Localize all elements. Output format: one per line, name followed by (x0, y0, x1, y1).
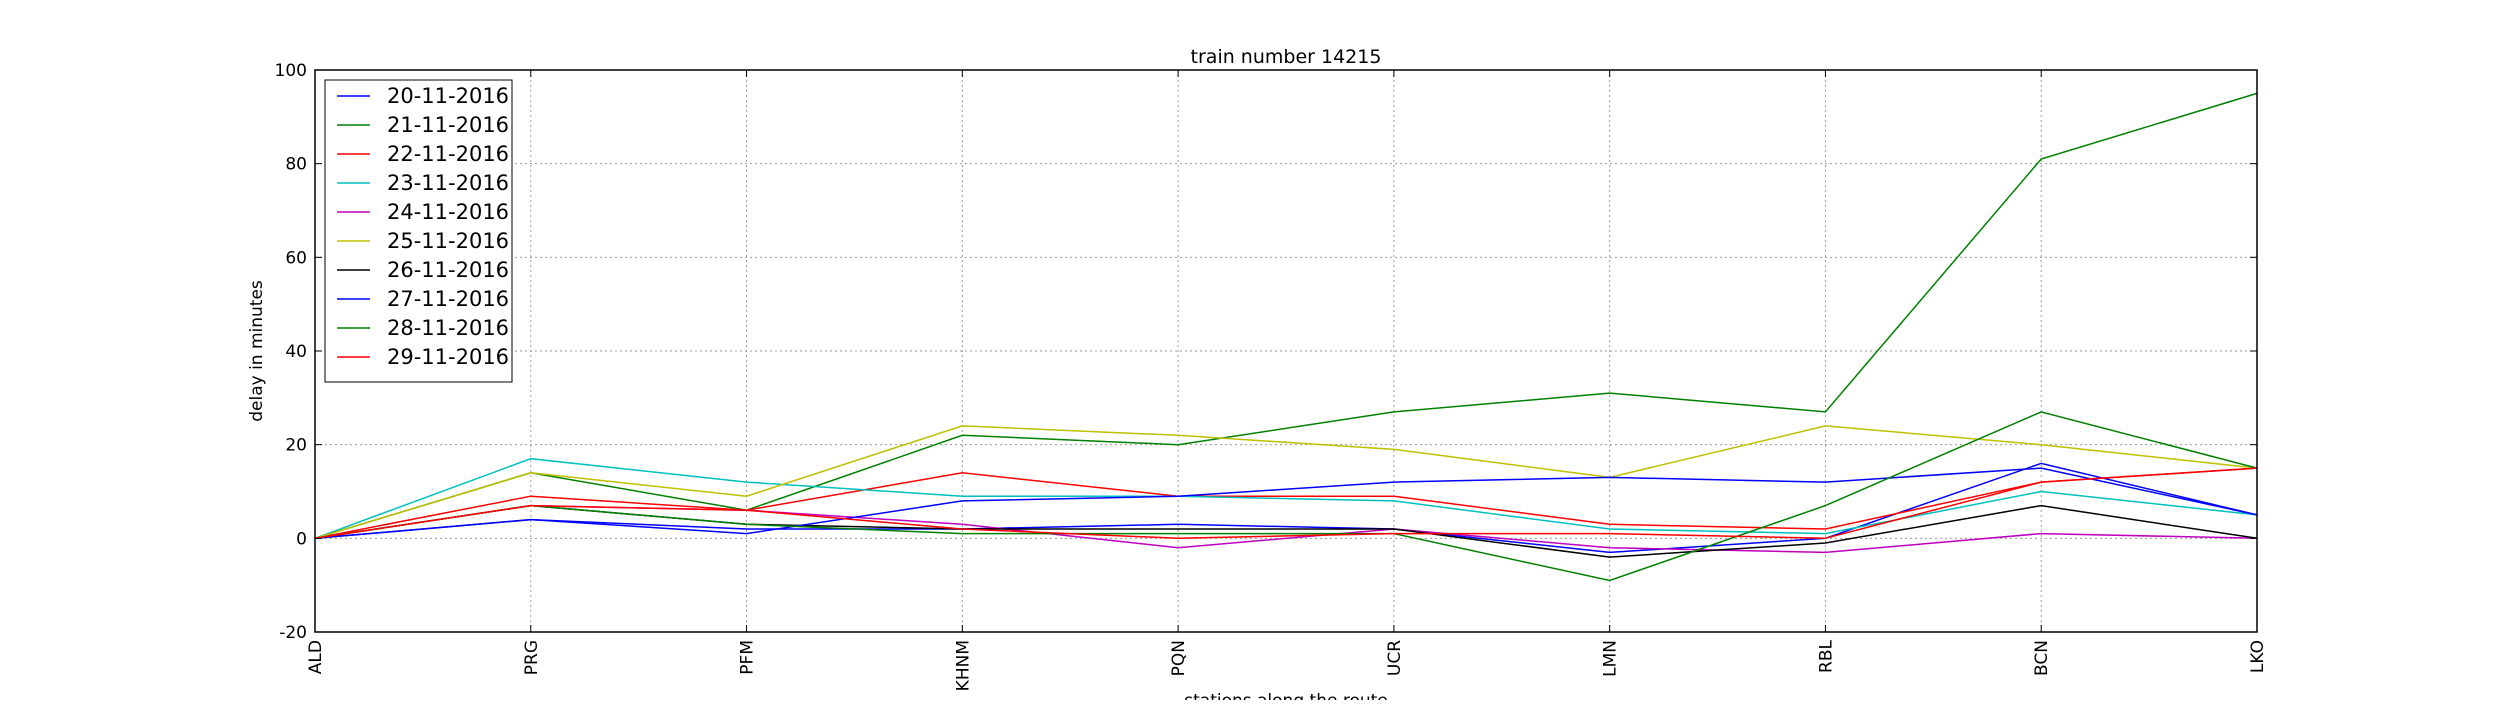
y-tick-label: 20 (285, 436, 307, 456)
x-tick-label: LMN (1601, 640, 1621, 677)
y-axis-label: delay in minutes (247, 280, 267, 422)
x-tick-label: PRG (522, 640, 542, 675)
legend-label: 26-11-2016 (387, 258, 509, 282)
legend-label: 28-11-2016 (387, 316, 509, 340)
series-line (314, 411, 2258, 582)
y-tick-label: -20 (279, 623, 307, 643)
x-tick-label: PFM (738, 640, 758, 675)
series-line (314, 467, 2258, 540)
legend: 20-11-2016 21-11-2016 22-11-2016 23-11-2016… (324, 79, 513, 383)
axis-ticks: -20 0 20 40 60 80 100 ALD PRG PFM KHNM PQN UCR LMN RBL… (275, 61, 2268, 691)
x-tick-label: UCR (1385, 640, 1405, 676)
legend-label: 20-11-2016 (387, 84, 509, 108)
y-tick-label: 100 (275, 61, 307, 81)
legend-label: 27-11-2016 (387, 287, 509, 311)
x-tick-label: RBL (1816, 639, 1836, 672)
x-tick-label: KHNM (953, 640, 973, 691)
series-line (314, 467, 2258, 540)
x-tick-label: BCN (2032, 640, 2052, 676)
legend-label: 25-11-2016 (387, 229, 509, 253)
series-lines (314, 92, 2258, 582)
legend-label: 21-11-2016 (387, 113, 509, 137)
x-tick-label: ALD (306, 640, 326, 674)
series-line (314, 467, 2258, 540)
legend-box (324, 79, 513, 383)
x-tick-label: PQN (1169, 640, 1189, 676)
series-line (314, 425, 2258, 540)
chart-title: train number 14215 (1191, 46, 1382, 68)
x-axis-label: stations along the route (1184, 691, 1388, 700)
series-line (314, 92, 2258, 540)
y-tick-label: 80 (285, 155, 307, 175)
y-tick-label: 40 (285, 342, 307, 362)
series-line (314, 462, 2258, 554)
legend-label: 22-11-2016 (387, 142, 509, 166)
series-line (314, 457, 2258, 540)
legend-label: 24-11-2016 (387, 200, 509, 224)
y-tick-label: 0 (296, 529, 307, 549)
legend-label: 29-11-2016 (387, 345, 509, 369)
legend-label: 23-11-2016 (387, 171, 509, 195)
y-tick-label: 60 (285, 248, 307, 268)
x-tick-label: LKO (2248, 640, 2268, 673)
